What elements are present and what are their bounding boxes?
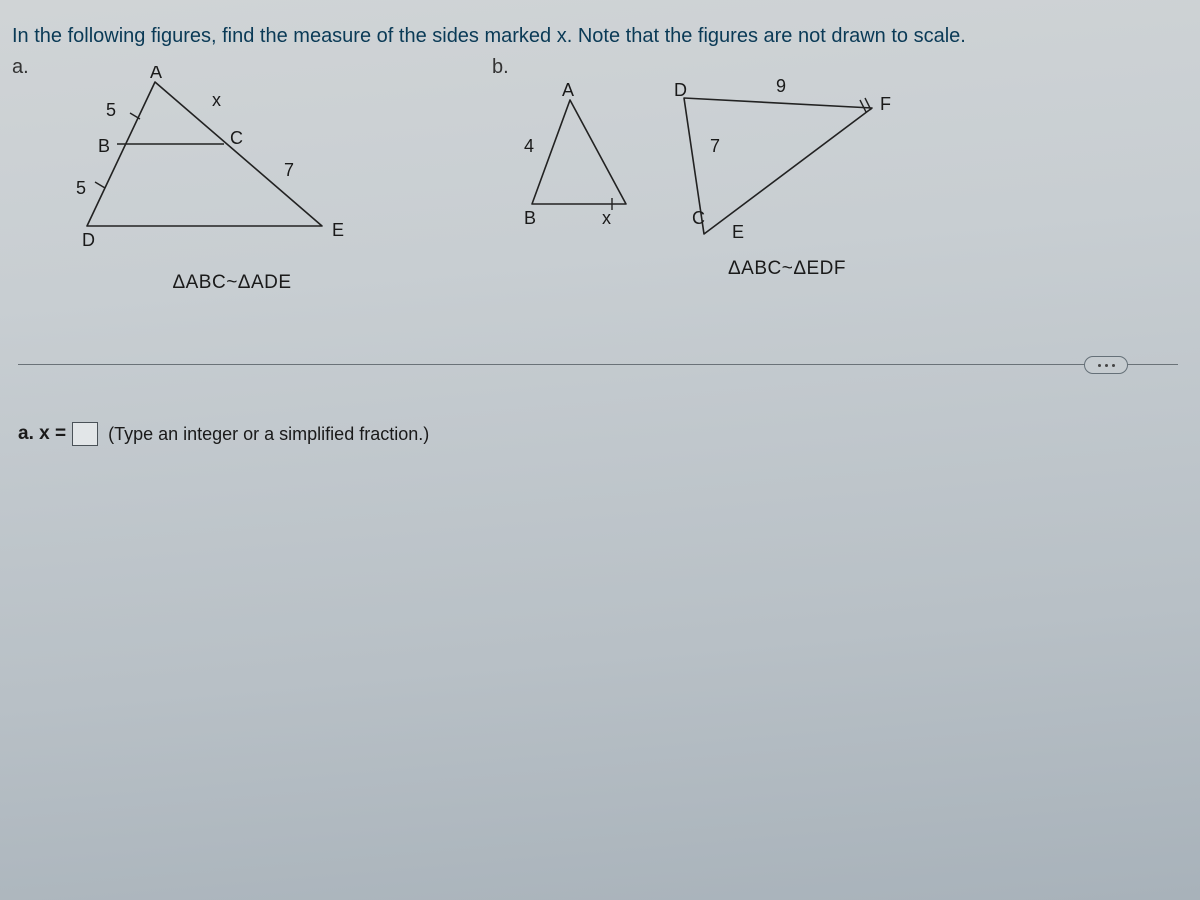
answer-input[interactable] — [72, 422, 98, 446]
triangle-ade — [87, 82, 322, 226]
vertex-e: E — [332, 220, 344, 240]
vertex-b: B — [98, 136, 110, 156]
b-side-df: 9 — [776, 76, 786, 96]
side-bd-label: 5 — [76, 178, 86, 198]
vertex-d: D — [82, 230, 95, 250]
part-b-label: b. — [492, 56, 509, 79]
divider-row — [12, 352, 1188, 382]
vertex-c: C — [230, 128, 243, 148]
figure-b-svg: A B C 4 x D E F 7 9 — [512, 76, 912, 256]
dot-icon — [1112, 364, 1115, 367]
divider-line — [18, 364, 1178, 365]
answer-row: a. x = (Type an integer or a simplified … — [12, 422, 1188, 446]
b-vertex-f: F — [880, 94, 891, 114]
b-vertex-b: B — [524, 208, 536, 228]
triangle-abc — [532, 100, 626, 204]
tick-bd — [95, 182, 105, 188]
figure-a-similar: ΔABC~ΔADE — [102, 272, 362, 294]
figure-a: A B C D E 5 x 5 7 ΔABC~ΔADE — [52, 66, 362, 294]
side-ac-x-label: x — [212, 90, 221, 110]
answer-hint: (Type an integer or a simplified fractio… — [108, 424, 429, 445]
tick-df-1 — [860, 100, 866, 112]
b-side-de: 7 — [710, 136, 720, 156]
b-vertex-e: E — [732, 222, 744, 242]
figure-b: A B C 4 x D E F 7 9 ΔABC~ΔEDF — [512, 76, 912, 280]
b-vertex-d: D — [674, 80, 687, 100]
side-ce-label: 7 — [284, 160, 294, 180]
b-vertex-a: A — [562, 80, 574, 100]
figures-row: a. b. A B C D E 5 x 5 7 — [12, 56, 1188, 346]
b-side-ab: 4 — [524, 136, 534, 156]
side-ab-label: 5 — [106, 100, 116, 120]
vertex-a: A — [150, 66, 162, 82]
answer-prefix: a. x = — [18, 423, 66, 445]
dot-icon — [1105, 364, 1108, 367]
part-a-label: a. — [12, 56, 29, 79]
b-side-bc-x: x — [602, 208, 611, 228]
figure-a-svg: A B C D E 5 x 5 7 — [52, 66, 362, 266]
more-options-button[interactable] — [1084, 356, 1128, 374]
question-prompt: In the following figures, find the measu… — [12, 25, 1188, 48]
dot-icon — [1098, 364, 1101, 367]
triangle-def — [684, 98, 872, 234]
figure-b-similar: ΔABC~ΔEDF — [662, 258, 912, 280]
b-vertex-c: C — [692, 208, 705, 228]
